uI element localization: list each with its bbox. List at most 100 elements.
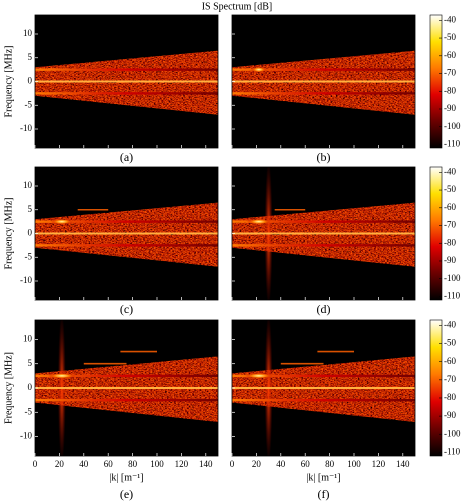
y-tick-label: -10 xyxy=(20,275,32,285)
zero-line xyxy=(232,387,415,389)
y-tick-label: 10 xyxy=(23,333,33,343)
ion-line xyxy=(35,244,218,247)
zero-line xyxy=(35,80,218,83)
panel-label: (f) xyxy=(318,487,330,501)
colorbar-tick-label: -60 xyxy=(444,356,456,366)
x-tick-label: 0 xyxy=(230,459,235,469)
y-tick-label: -5 xyxy=(25,99,33,109)
panel: 0 20 40 60 80 100 120 140 |k| [m⁻¹] (f) -40 -50 -60 -… xyxy=(230,319,461,501)
ion-line xyxy=(232,398,415,402)
x-tick-label: 80 xyxy=(128,459,138,469)
ion-line xyxy=(35,68,218,71)
y-tick-label: -5 xyxy=(25,406,33,416)
colorbar-tick-label: -70 xyxy=(444,220,456,230)
colorbar-tick-label: -60 xyxy=(444,202,456,212)
colorbar-tick-label: -80 xyxy=(444,237,456,247)
x-tick-label: 120 xyxy=(372,459,386,469)
x-tick-label: 100 xyxy=(150,459,164,469)
ion-line xyxy=(232,220,415,223)
ion-line xyxy=(232,68,415,71)
colorbar-tick-label: -40 xyxy=(444,166,456,176)
heatmap xyxy=(35,202,218,267)
x-tick-label: 20 xyxy=(252,459,262,469)
x-tick-label: 140 xyxy=(199,459,213,469)
panel: (b) -40 -50 -60 -70 -80 -90 -100 -110 xyxy=(231,14,461,164)
y-tick-label: -5 xyxy=(25,251,33,261)
x-tick-label: 120 xyxy=(175,459,189,469)
colorbar-tick-label: -90 xyxy=(444,410,456,420)
colorbar-tick-label: -110 xyxy=(444,139,461,149)
colorbar-tick-label: -80 xyxy=(444,85,456,95)
colorbar-tick-label: -40 xyxy=(444,14,456,24)
ion-line xyxy=(232,244,415,247)
panel: (d) -40 -50 -60 -70 -80 -90 -100 -110 xyxy=(231,166,461,316)
y-tick-label: 5 xyxy=(28,358,33,368)
y-tick-label: 10 xyxy=(23,180,33,190)
x-tick-label: 40 xyxy=(79,459,89,469)
x-tick-label: 0 xyxy=(33,459,38,469)
zero-line xyxy=(35,232,218,235)
bright-spot xyxy=(50,218,73,225)
ion-line xyxy=(35,398,218,402)
colorbar-tick-label: -80 xyxy=(444,392,456,402)
colorbar-tick-label: -110 xyxy=(444,291,461,301)
panel-label: (e) xyxy=(120,487,133,501)
heatmap xyxy=(232,50,415,115)
spectrum-wedge xyxy=(35,50,218,115)
bright-spot xyxy=(246,218,271,225)
bright-spot xyxy=(47,372,76,379)
zero-line xyxy=(232,232,415,235)
ion-line xyxy=(232,374,415,378)
colorbar xyxy=(429,166,443,301)
colorbar-tick-label: -100 xyxy=(444,121,461,131)
ion-line xyxy=(35,374,218,378)
colorbar-tick-label: -40 xyxy=(444,320,456,330)
heatmap xyxy=(35,50,218,115)
x-tick-label: 80 xyxy=(325,459,335,469)
panel: 10 5 0 -5 -10 Frequency [MHz] (a) xyxy=(3,14,219,164)
spectrum-wedge xyxy=(232,50,415,115)
colorbar-tick-label: -100 xyxy=(444,428,461,438)
colorbar xyxy=(429,319,443,457)
y-tick-label: 0 xyxy=(28,382,33,392)
y-tick-label: 10 xyxy=(23,28,33,38)
panel-label: (b) xyxy=(317,150,331,164)
x-tick-label: 100 xyxy=(347,459,361,469)
x-axis-label: |k| [m⁻¹] xyxy=(109,472,143,483)
colorbar xyxy=(429,14,443,149)
y-tick-label: -10 xyxy=(20,431,32,441)
y-tick-label: 0 xyxy=(28,228,33,238)
y-axis-label: Frequency [MHz] xyxy=(3,352,14,424)
figure-title: IS Spectrum [dB] xyxy=(202,1,273,12)
x-tick-label: 60 xyxy=(104,459,114,469)
bright-spot xyxy=(244,372,273,379)
heatmap xyxy=(35,320,218,456)
y-axis-label: Frequency [MHz] xyxy=(3,198,14,270)
ion-line xyxy=(232,92,415,95)
bright-spot xyxy=(250,66,267,73)
zero-line xyxy=(232,80,415,83)
zero-line xyxy=(35,387,218,389)
x-tick-label: 40 xyxy=(276,459,286,469)
spectrum-wedge xyxy=(232,202,415,267)
panel: 10 5 0 -5 -10 0 20 40 60 80 100 120 140 Frequency [MH… xyxy=(3,319,219,501)
panel-label: (c) xyxy=(120,302,133,316)
panel: 10 5 0 -5 -10 Frequency [MHz] (c) xyxy=(3,166,219,316)
colorbar-tick-label: -50 xyxy=(444,184,456,194)
x-axis-label: |k| [m⁻¹] xyxy=(306,472,340,483)
y-axis-label: Frequency [MHz] xyxy=(3,46,14,118)
panel-label: (a) xyxy=(120,150,133,164)
colorbar-tick-label: -50 xyxy=(444,32,456,42)
x-tick-label: 60 xyxy=(301,459,311,469)
colorbar-tick-label: -70 xyxy=(444,68,456,78)
colorbar-tick-label: -60 xyxy=(444,50,456,60)
ion-line xyxy=(35,220,218,223)
colorbar-tick-label: -110 xyxy=(444,446,461,456)
y-tick-label: 5 xyxy=(28,204,33,214)
colorbar-tick-label: -50 xyxy=(444,338,456,348)
heatmap xyxy=(232,320,415,456)
y-tick-label: 5 xyxy=(28,52,33,62)
spectrum-wedge xyxy=(35,356,218,422)
colorbar-tick-label: -90 xyxy=(444,103,456,113)
